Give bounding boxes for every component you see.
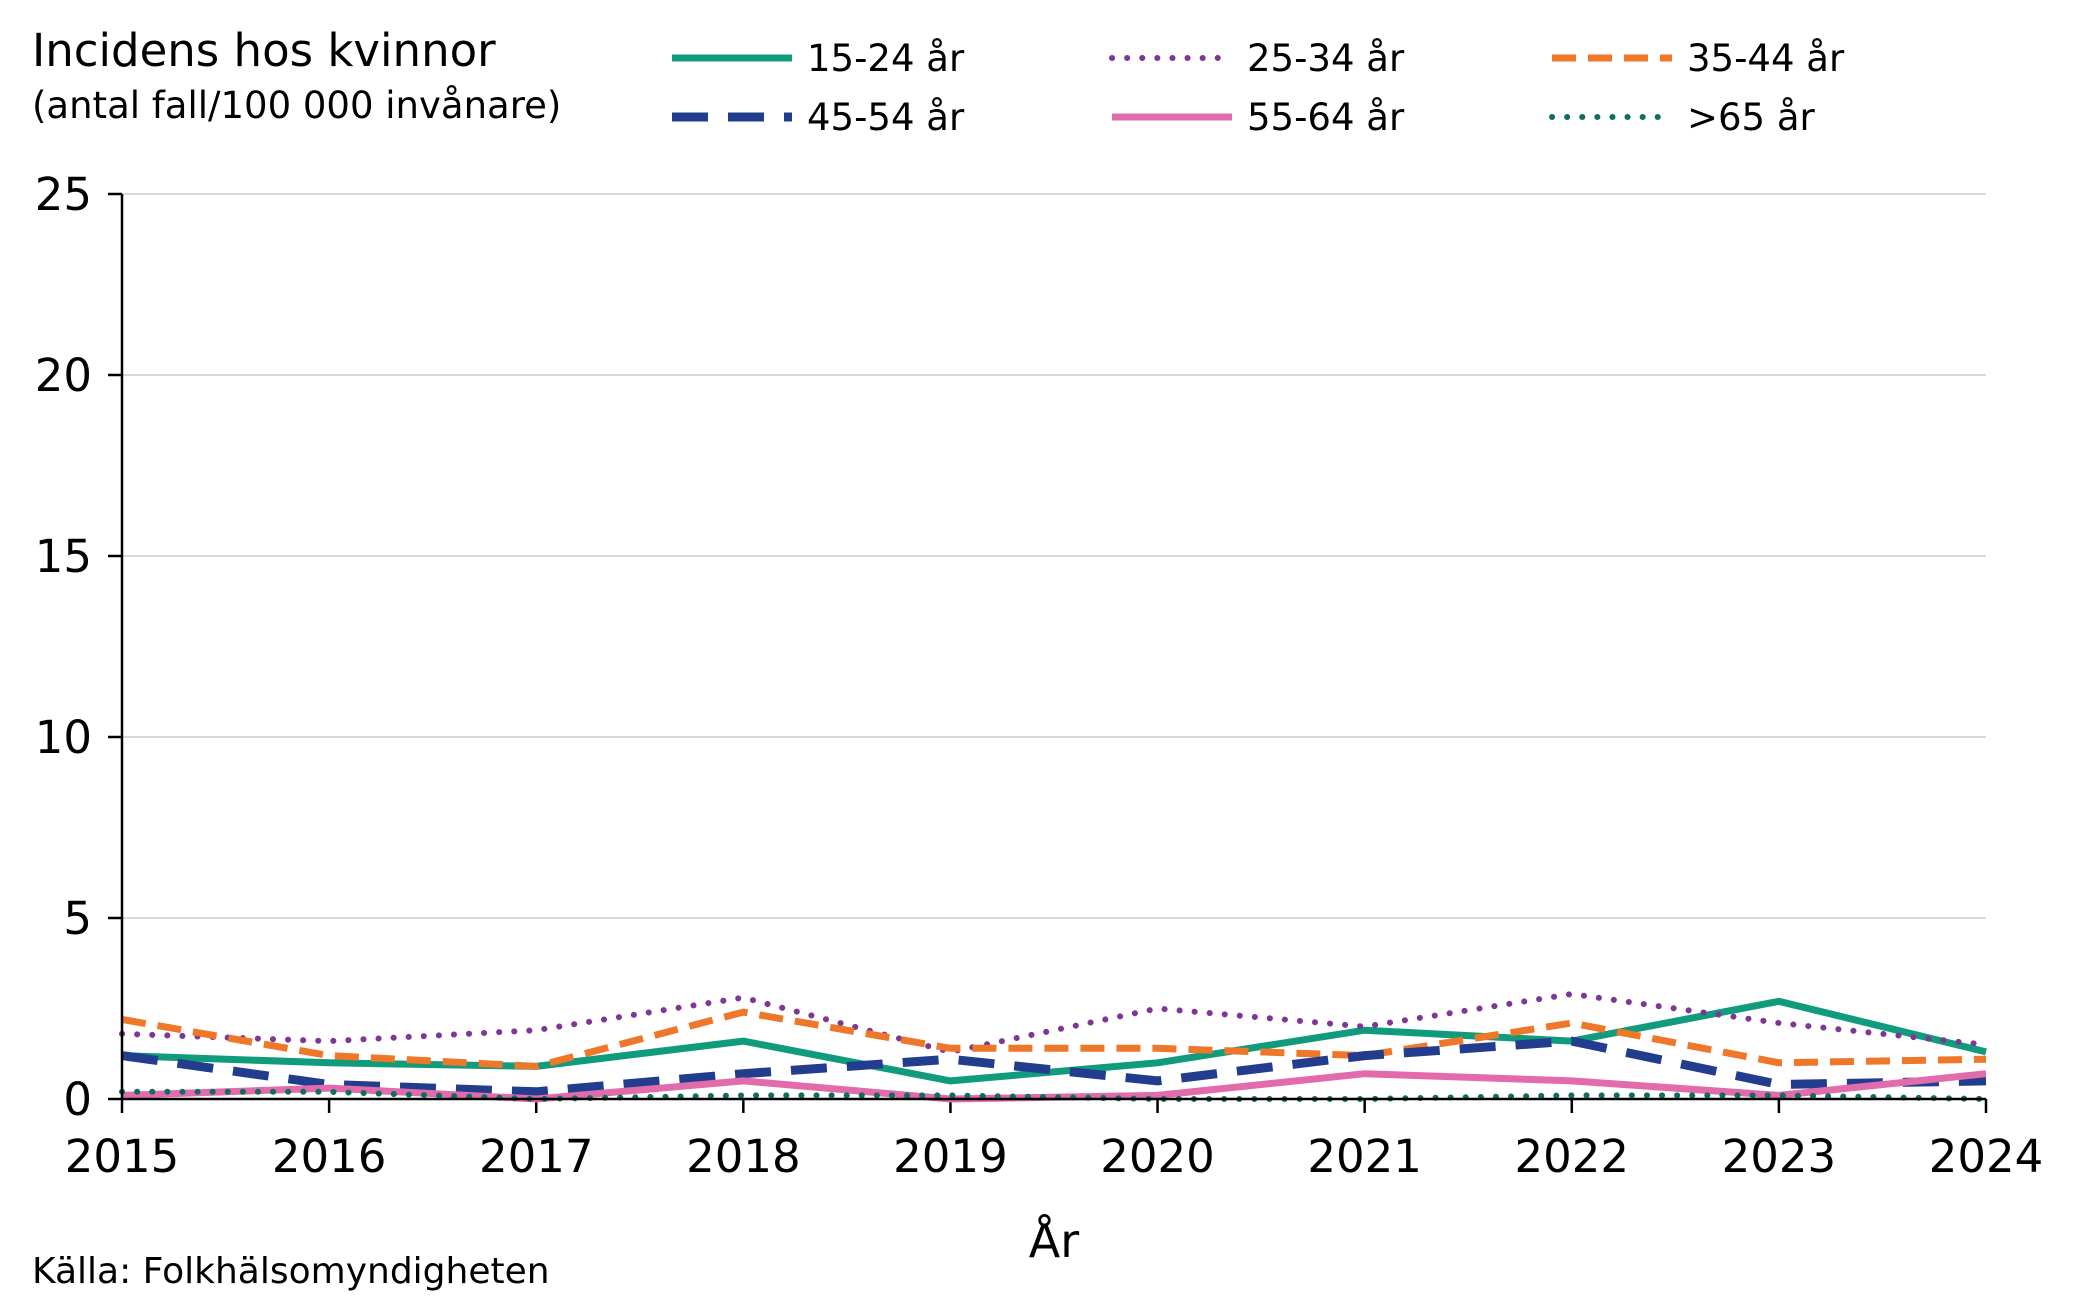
chart-title: Incidens hos kvinnor [32,24,496,77]
x-tick-label: 2023 [1722,1130,1837,1183]
y-tick-label: 10 [35,711,92,764]
x-tick-label: 2018 [686,1130,801,1183]
series-line-1 [121,997,1987,1085]
x-axis-title: År [1029,1214,1079,1268]
legend-label-5: 55-64 år [1247,96,1405,139]
y-axis-ticks: 0 5 10 15 20 25 [35,168,122,1126]
legend-label-6: >65 år [1687,96,1816,139]
gridlines [122,193,1986,919]
chart-subtitle: (antal fall/100 000 invånare) [32,84,561,127]
x-axis-ticks: 2015 2016 2017 2018 2019 2020 2021 2022 2023 2024 [65,1099,2044,1183]
series-line-3 [121,1008,1987,1070]
y-tick-label: 15 [35,530,92,583]
x-tick-label: 2015 [65,1130,180,1183]
series-line-5 [121,1070,1987,1103]
y-tick-label: 20 [35,349,92,402]
series-line-2 [119,991,1989,1055]
x-tick-label: 2016 [272,1130,387,1183]
x-tick-label: 2017 [479,1130,594,1183]
x-tick-label: 2020 [1100,1130,1215,1183]
legend-label-2: 25-34 år [1247,37,1405,80]
source-note: Källa: Folkhälsomyndigheten [32,1251,550,1292]
legend-label-4: 45-54 år [807,96,965,139]
series-line-6 [119,1088,1989,1102]
y-tick-label: 5 [63,892,92,945]
legend-label-3: 35-44 år [1687,37,1845,80]
y-tick-label: 0 [63,1073,92,1126]
series-line-4 [121,1036,1987,1097]
y-tick-label: 25 [35,168,92,221]
legend: 15-24 år 25-34 år 35-44 år 45-54 år 55-64 år… [672,37,1845,139]
x-tick-label: 2021 [1307,1130,1422,1183]
legend-label-1: 15-24 år [807,37,965,80]
x-tick-label: 2019 [893,1130,1008,1183]
x-tick-label: 2024 [1929,1130,2044,1183]
x-tick-label: 2022 [1515,1130,1630,1183]
series-lines [119,991,1989,1103]
